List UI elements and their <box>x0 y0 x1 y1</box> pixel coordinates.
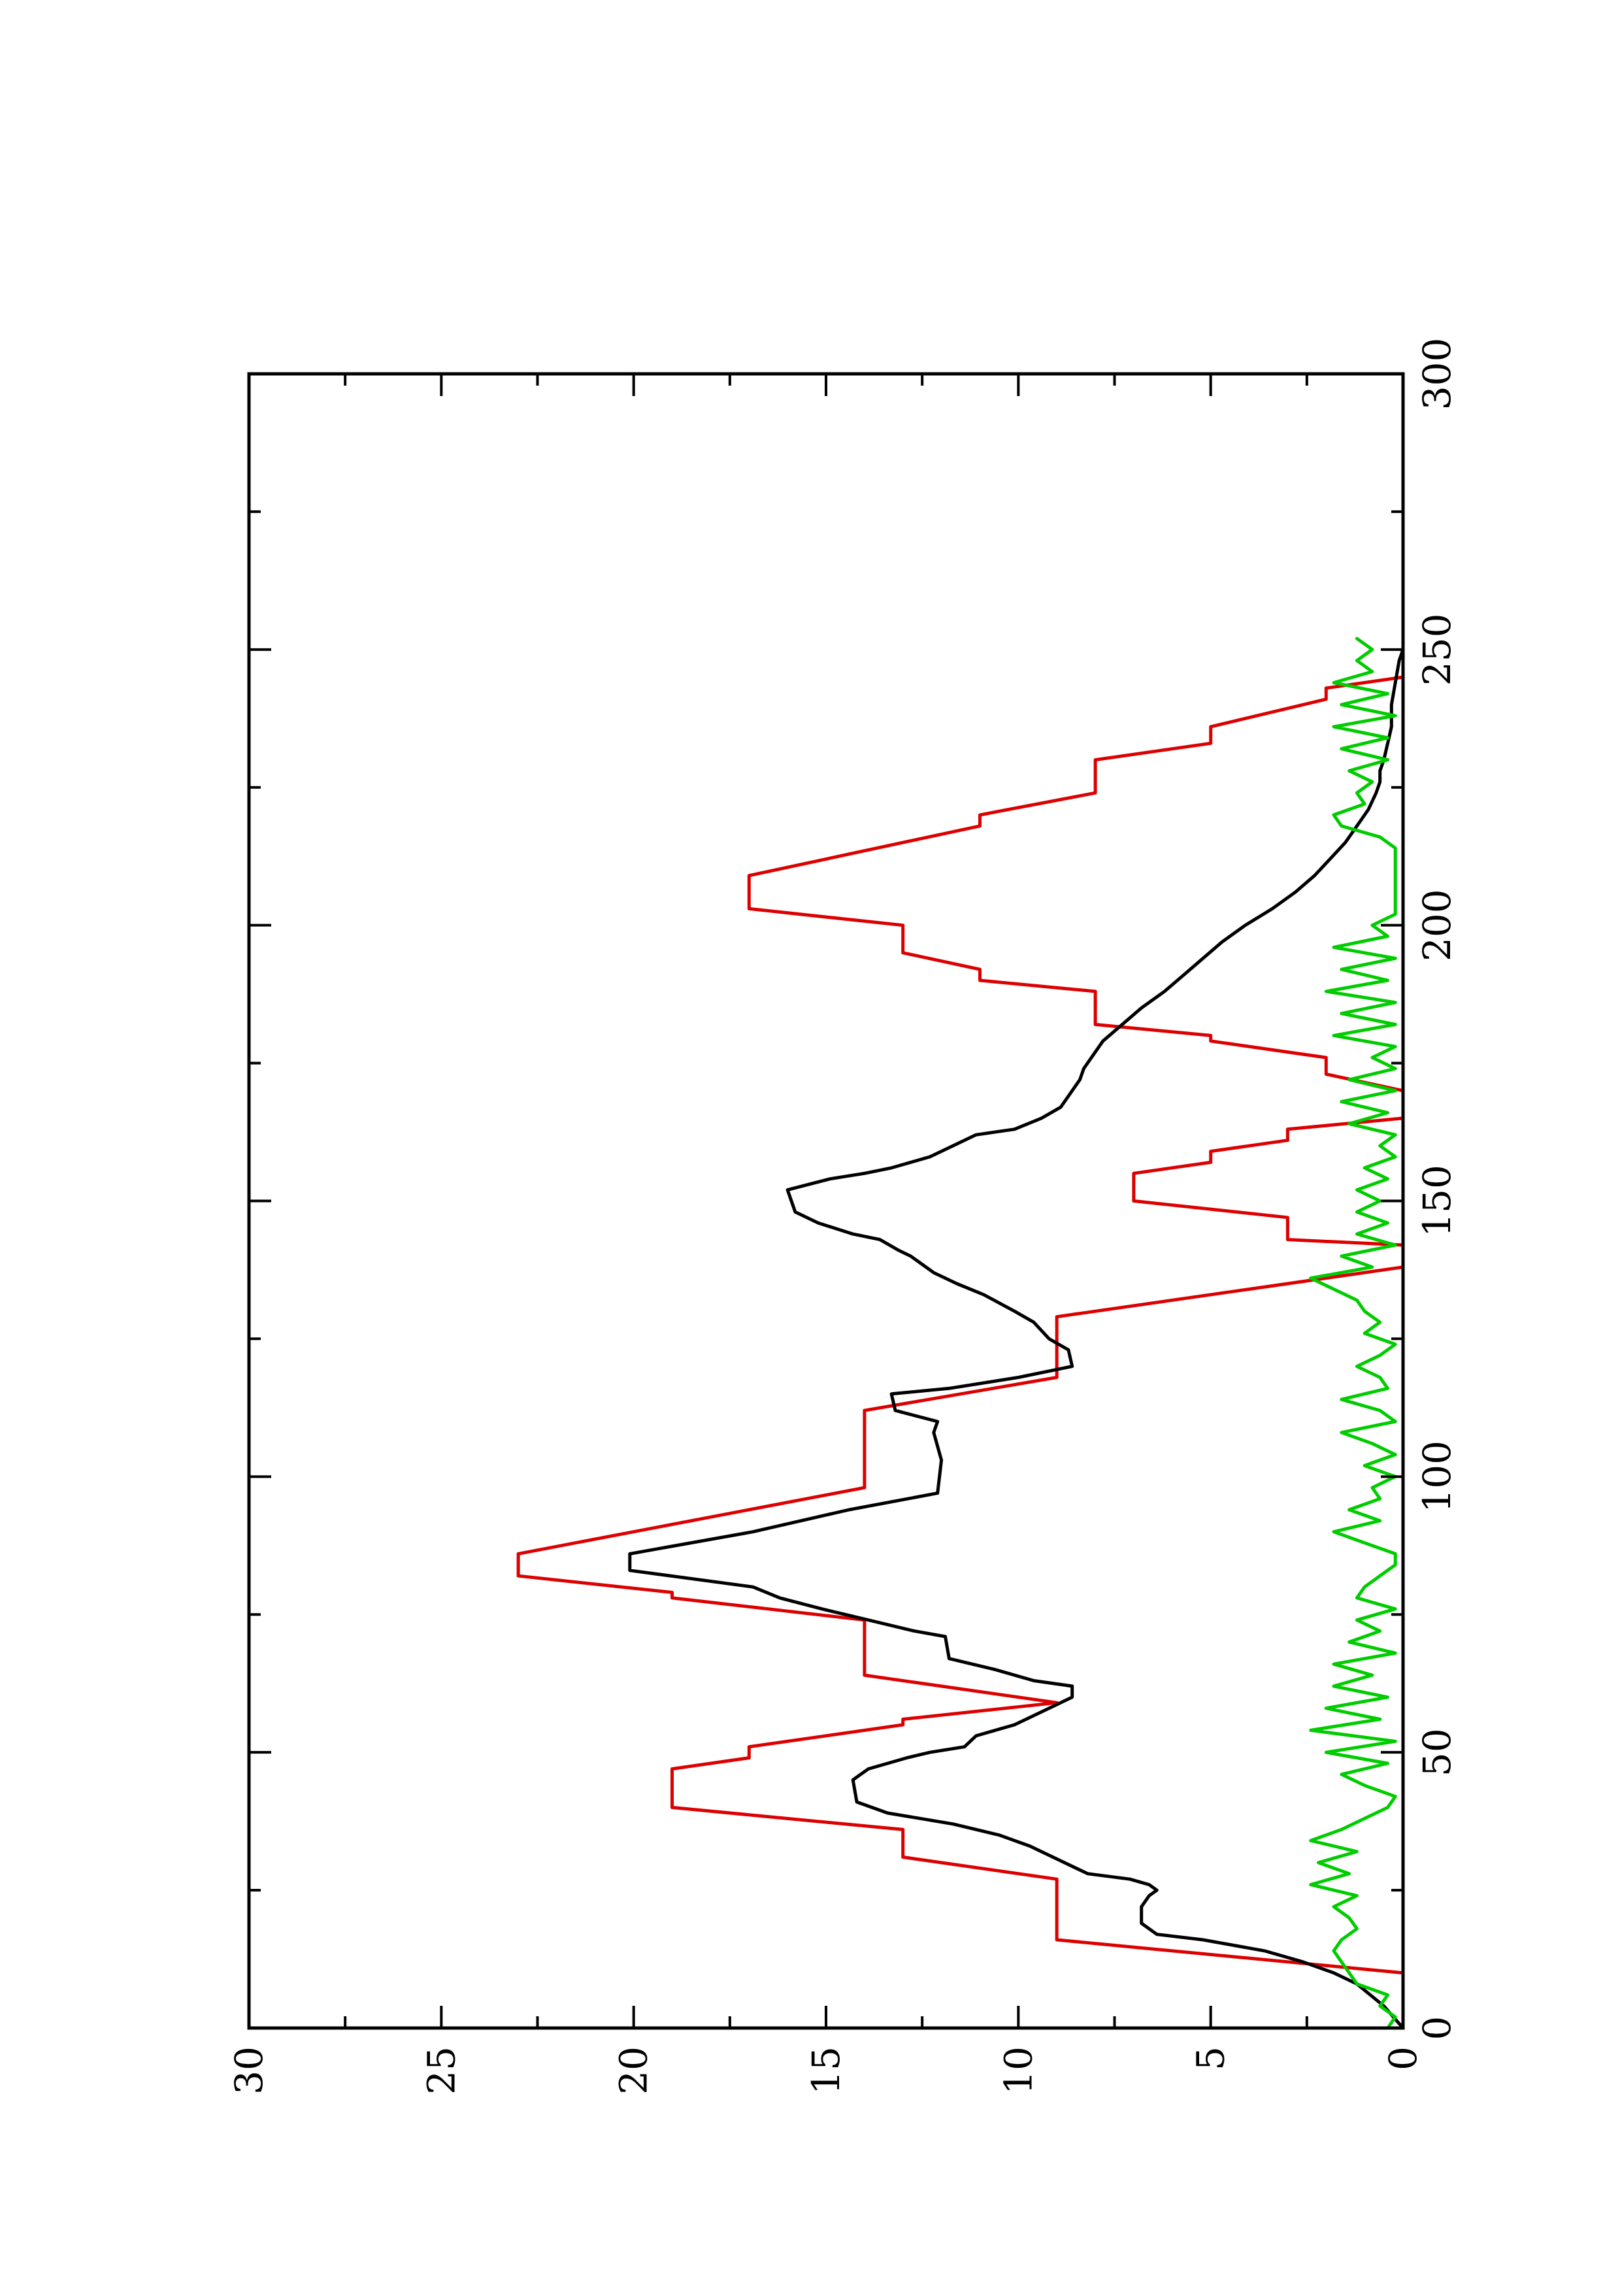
x-tick-label-0: 0 <box>1415 2016 1459 2040</box>
y-tick-label-20: 20 <box>612 2046 656 2095</box>
series-line-1 <box>516 637 1405 2030</box>
x-tick-label-250: 250 <box>1415 613 1459 686</box>
series-line-2 <box>628 637 1405 2030</box>
y-tick-label-0: 0 <box>1381 2046 1425 2071</box>
plot-group: 0 50 100 150 200 250 300 0 5 10 15 20 25 30 <box>227 338 1459 2095</box>
x-tick-label-200: 200 <box>1415 889 1459 961</box>
y-tick-label-15: 15 <box>804 2046 848 2095</box>
series-line-3 <box>1309 637 1397 2030</box>
y-tick-label-30: 30 <box>227 2046 271 2095</box>
y-tick-label-10: 10 <box>996 2046 1040 2095</box>
x-tick-label-300: 300 <box>1415 338 1459 410</box>
y-tick-label-25: 25 <box>419 2046 463 2095</box>
x-tick-label-50: 50 <box>1415 1728 1459 1776</box>
y-tick-label-5: 5 <box>1189 2046 1233 2071</box>
x-tick-label-150: 150 <box>1415 1165 1459 1237</box>
x-tick-label-100: 100 <box>1415 1440 1459 1513</box>
